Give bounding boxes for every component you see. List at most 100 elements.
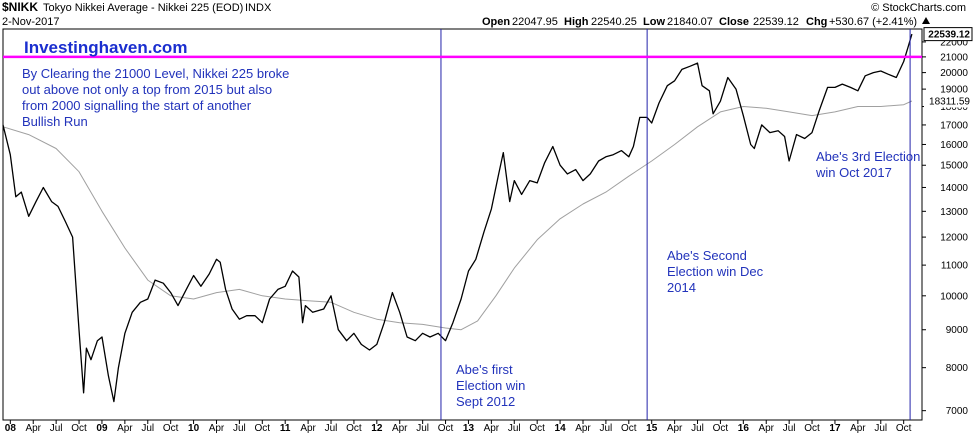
x-tick-label: Apr xyxy=(117,423,133,434)
x-tick-label: Oct xyxy=(346,423,362,434)
event-lines xyxy=(440,29,911,420)
main-note-line-3: from 2000 signalling the start of anothe… xyxy=(22,98,252,113)
election-2012-note: Abe's first Election win Sept 2012 xyxy=(456,362,525,409)
ohlc-readout: Open 22047.95 High 22540.25 Low 21840.07… xyxy=(482,16,930,28)
y-tick-label: 11000 xyxy=(941,261,969,272)
close-value: 22539.12 xyxy=(753,16,799,28)
ma-price-box xyxy=(924,94,972,108)
election-2012-line-3: Sept 2012 xyxy=(456,394,515,409)
x-tick-label: Jul xyxy=(325,423,338,434)
x-tick-label: Oct xyxy=(896,423,912,434)
x-tick-label: 16 xyxy=(738,423,750,434)
x-tick-label: Apr xyxy=(484,423,500,434)
x-tick-label: Apr xyxy=(25,423,41,434)
x-tick-label: Oct xyxy=(438,423,454,434)
main-note-line-1: By Clearing the 21000 Level, Nikkei 225 … xyxy=(22,66,289,81)
x-tick-label: 09 xyxy=(96,423,108,434)
y-tick-label: 14000 xyxy=(940,183,968,194)
price-labels: 22539.12 18311.59 xyxy=(923,27,973,108)
index-name: Tokyo Nikkei Average - Nikkei 225 (EOD) xyxy=(43,2,243,14)
last-price-box xyxy=(923,27,973,42)
y-tick-label: 10000 xyxy=(940,291,968,302)
plot-frame xyxy=(2,28,923,421)
election-2014-note: Abe's Second Election win Dec 2014 xyxy=(667,248,764,295)
x-tick-label: Oct xyxy=(529,423,545,434)
price-layer xyxy=(2,33,913,403)
open-value: 22047.95 xyxy=(512,16,558,28)
x-tick-label: Jul xyxy=(691,423,704,434)
x-tick-label: 14 xyxy=(555,423,567,434)
x-tick-label: Jul xyxy=(599,423,612,434)
source-label: © StockCharts.com xyxy=(871,2,966,14)
x-tick-label: 15 xyxy=(646,423,658,434)
x-tick-label: Oct xyxy=(163,423,179,434)
x-tick-label: Jul xyxy=(141,423,154,434)
x-tick-label: Jul xyxy=(233,423,246,434)
x-tick-label: Jul xyxy=(874,423,887,434)
price-line xyxy=(2,33,913,403)
y-tick-label: 17000 xyxy=(940,120,968,131)
low-value: 21840.07 xyxy=(667,16,713,28)
election-2017-line-2: win Oct 2017 xyxy=(815,165,892,180)
close-label: Close xyxy=(719,16,749,28)
high-value: 22540.25 xyxy=(591,16,637,28)
y-tick-label: 8000 xyxy=(946,363,969,374)
election-2012-line-2: Election win xyxy=(456,378,525,393)
x-tick-label: 08 xyxy=(5,423,17,434)
y-tick-label: 19000 xyxy=(940,85,968,96)
brand-label: Investinghaven.com xyxy=(24,38,187,57)
election-2014-line-2: Election win Dec xyxy=(667,264,764,279)
x-tick-label: Jul xyxy=(508,423,521,434)
x-tick-label: Apr xyxy=(209,423,225,434)
y-tick-label: 22000 xyxy=(940,37,968,48)
y-tick-label: 21000 xyxy=(940,52,968,63)
x-tick-label: Oct xyxy=(621,423,637,434)
main-note-line-2: out above not only a top from 2015 but a… xyxy=(22,82,272,97)
y-tick-label: 16000 xyxy=(940,140,968,151)
y-tick-label: 20000 xyxy=(940,68,968,79)
x-tick-label: Jul xyxy=(783,423,796,434)
x-tick-label: 17 xyxy=(829,423,841,434)
axis-ticks: 7000800090001000011000120001300014000150… xyxy=(5,37,969,434)
date-label: 2-Nov-2017 xyxy=(2,16,59,28)
x-tick-label: Jul xyxy=(50,423,63,434)
high-label: High xyxy=(564,16,589,28)
main-note-line-4: Bullish Run xyxy=(22,114,88,129)
x-tick-label: Apr xyxy=(575,423,591,434)
x-tick-label: Apr xyxy=(300,423,316,434)
y-tick-label: 12000 xyxy=(940,233,968,244)
x-tick-label: Oct xyxy=(804,423,820,434)
y-tick-label: 15000 xyxy=(940,161,968,172)
x-tick-label: Apr xyxy=(850,423,866,434)
ma-price-label: 18311.59 xyxy=(929,97,970,108)
open-label: Open xyxy=(482,16,510,28)
x-tick-label: Apr xyxy=(667,423,683,434)
low-label: Low xyxy=(643,16,665,28)
x-tick-label: 13 xyxy=(463,423,475,434)
election-2017-note: Abe's 3rd Election win Oct 2017 xyxy=(815,149,920,180)
x-tick-label: Apr xyxy=(758,423,774,434)
election-2014-line-3: 2014 xyxy=(667,280,696,295)
x-tick-label: Oct xyxy=(255,423,271,434)
moving-average-layer xyxy=(2,100,913,331)
chg-value: +530.67 (+2.41%) xyxy=(829,16,917,28)
x-tick-label: 11 xyxy=(280,423,291,434)
x-tick-label: Oct xyxy=(713,423,729,434)
x-tick-label: Oct xyxy=(71,423,87,434)
symbol-label: $NIKK xyxy=(2,0,38,14)
y-tick-label: 18000 xyxy=(940,102,968,113)
chg-label: Chg xyxy=(806,16,827,28)
election-2014-line-1: Abe's Second xyxy=(667,248,747,263)
x-tick-label: Apr xyxy=(392,423,408,434)
last-price-label: 22539.12 xyxy=(928,30,970,41)
y-tick-label: 7000 xyxy=(946,406,969,417)
x-tick-label: Jul xyxy=(416,423,429,434)
y-tick-label: 13000 xyxy=(940,207,968,218)
election-2012-line-1: Abe's first xyxy=(456,362,513,377)
y-tick-label: 9000 xyxy=(946,325,969,336)
main-note: By Clearing the 21000 Level, Nikkei 225 … xyxy=(22,66,289,129)
x-tick-label: 10 xyxy=(188,423,200,434)
moving-average-line xyxy=(2,100,913,331)
